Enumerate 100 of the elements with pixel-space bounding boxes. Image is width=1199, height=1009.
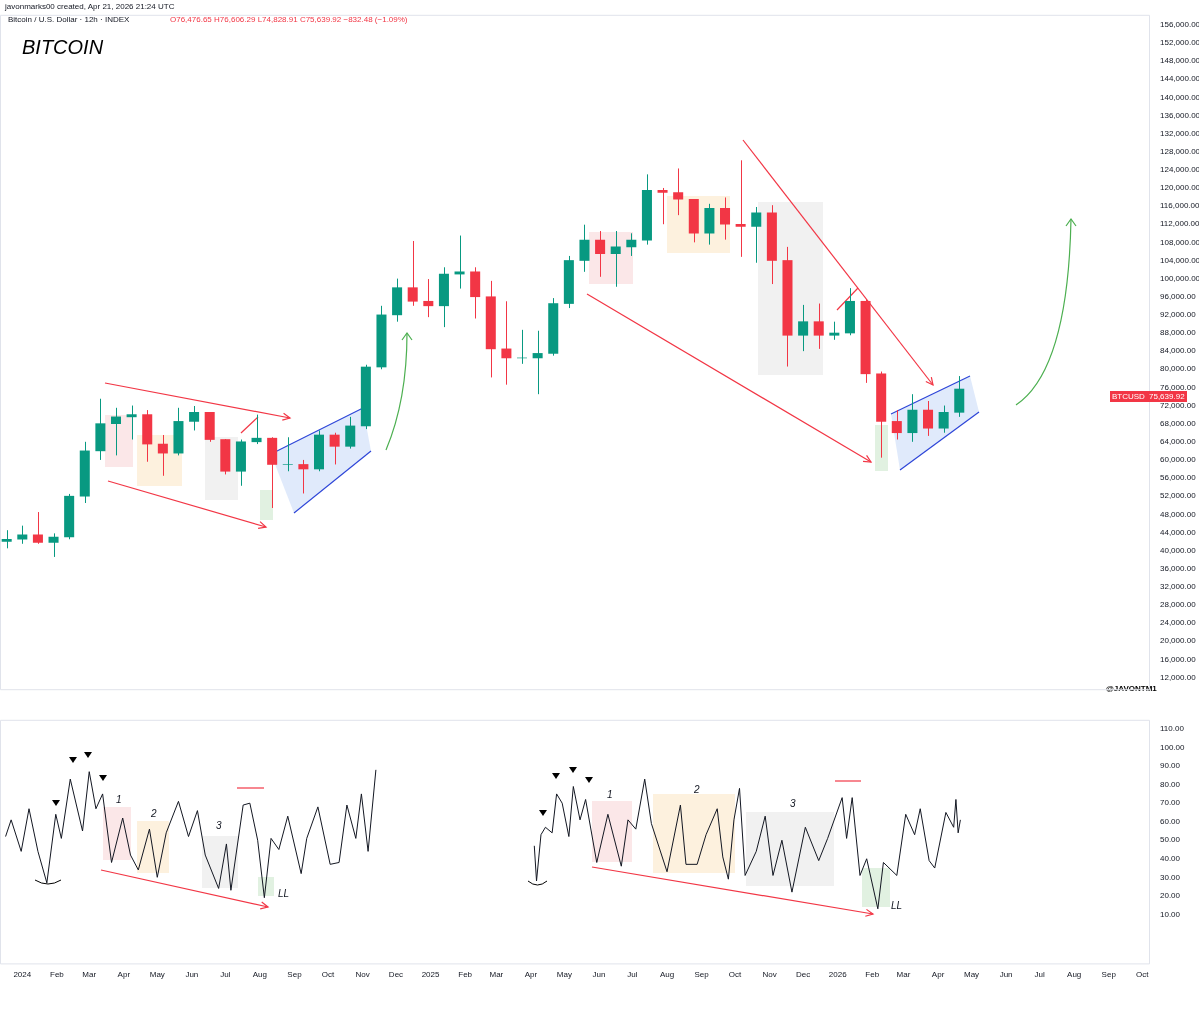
x-tick-label: Jun bbox=[999, 970, 1013, 980]
x-tick-label: Oct bbox=[1135, 970, 1150, 980]
y-tick-label: 24,000.00 bbox=[1160, 618, 1197, 628]
candlestick bbox=[126, 405, 137, 441]
y-tick-label: 12,000.00 bbox=[1160, 672, 1197, 682]
candlestick bbox=[673, 167, 684, 216]
y-tick-label: 50.00 bbox=[1160, 835, 1181, 845]
y-tick-label: 32,000.00 bbox=[1160, 582, 1197, 592]
x-tick-label: Sep bbox=[694, 970, 710, 980]
y-tick-label: 110.00 bbox=[1160, 724, 1185, 734]
y-tick-label: 128,000.00 bbox=[1160, 146, 1199, 156]
candlestick bbox=[110, 407, 122, 456]
candlestick bbox=[829, 321, 840, 341]
x-tick-label: Sep bbox=[287, 970, 303, 980]
annotation: 1 bbox=[607, 789, 613, 800]
x-tick-label: Jul bbox=[1034, 970, 1045, 980]
x-tick-label: Nov bbox=[762, 970, 777, 980]
x-tick-label: Dec bbox=[795, 970, 811, 980]
y-tick-label: 60.00 bbox=[1160, 816, 1181, 826]
text: BITCOIN bbox=[22, 36, 104, 59]
x-tick-label: May bbox=[963, 970, 980, 980]
chart-subtitle: Bitcoin / U.S. Dollar · 12h · INDEX bbox=[8, 15, 130, 24]
y-tick-label: 16,000.00 bbox=[1160, 654, 1197, 664]
y-tick-label: 20,000.00 bbox=[1160, 636, 1197, 646]
annotation: 3 bbox=[790, 798, 796, 809]
x-tick-label: Jul bbox=[627, 970, 638, 980]
text: javonmarks00 created, Apr 21, 2026 21:24 UTC bbox=[5, 2, 175, 11]
candlestick bbox=[610, 230, 621, 288]
y-tick-label: 68,000.00 bbox=[1160, 418, 1197, 428]
y-tick-label: 144,000.00 bbox=[1160, 74, 1199, 84]
y-tick-label: 132,000.00 bbox=[1160, 128, 1199, 138]
candlestick bbox=[751, 206, 762, 264]
x-tick-label: Aug bbox=[659, 970, 675, 980]
x-tick-label: Jun bbox=[185, 970, 199, 980]
y-tick-label: 56,000.00 bbox=[1160, 473, 1197, 483]
x-tick-label: Aug bbox=[1067, 970, 1082, 980]
candlestick bbox=[938, 405, 949, 434]
x-tick-label: Apr bbox=[524, 970, 538, 980]
annotation: 1 bbox=[116, 794, 122, 805]
y-tick-label: 80.00 bbox=[1160, 779, 1181, 789]
candlestick bbox=[423, 278, 434, 318]
x-tick-label: May bbox=[149, 970, 165, 980]
annotation: 2 bbox=[151, 808, 157, 819]
candlestick bbox=[1, 529, 12, 549]
x-tick-label: 2026 bbox=[828, 970, 848, 980]
y-tick-label: 152,000.00 bbox=[1160, 38, 1199, 48]
candlestick bbox=[595, 230, 606, 278]
x-tick-label: Nov bbox=[355, 970, 370, 980]
y-tick-label: 44,000.00 bbox=[1160, 527, 1197, 537]
annotation: BTCUSD bbox=[1110, 391, 1147, 402]
x-tick-label: Mar bbox=[82, 970, 97, 980]
candlestick bbox=[923, 400, 934, 437]
y-tick-label: 148,000.00 bbox=[1160, 56, 1199, 66]
x-tick-label: Jul bbox=[220, 970, 231, 980]
candlestick bbox=[579, 224, 590, 273]
x-tick-label: Apr bbox=[931, 970, 945, 980]
y-tick-label: 104,000.00 bbox=[1160, 255, 1199, 265]
candlestick bbox=[454, 235, 465, 290]
x-tick-label: 2024 bbox=[13, 970, 32, 980]
candlestick bbox=[813, 303, 824, 350]
y-tick-label: 140,000.00 bbox=[1160, 92, 1199, 102]
y-tick-label: 88,000.00 bbox=[1160, 328, 1197, 338]
y-tick-label: 112,000.00 bbox=[1160, 219, 1199, 229]
candlestick bbox=[532, 330, 543, 395]
y-tick-label: 156,000.00 bbox=[1160, 19, 1199, 29]
candlestick bbox=[626, 232, 637, 257]
y-tick-label: 10.00 bbox=[1160, 909, 1181, 919]
y-tick-label: 96,000.00 bbox=[1160, 291, 1197, 301]
x-tick-label: Aug bbox=[252, 970, 268, 980]
y-tick-label: 52,000.00 bbox=[1160, 491, 1197, 501]
x-tick-label: Oct bbox=[728, 970, 743, 980]
annotation: O76,476.65 H76,606.29 L74,828.91 C75,639.92 −832.48 (−1.09%) bbox=[170, 15, 408, 24]
x-tick-label: May bbox=[556, 970, 572, 980]
x-tick-label: Mar bbox=[489, 970, 504, 980]
y-tick-label: 120,000.00 bbox=[1160, 183, 1199, 193]
y-tick-label: 70.00 bbox=[1160, 798, 1181, 808]
y-tick-label: 40,000.00 bbox=[1160, 545, 1197, 555]
x-tick-label: Oct bbox=[321, 970, 335, 980]
y-tick-label: 64,000.00 bbox=[1160, 437, 1197, 446]
candlestick bbox=[407, 240, 418, 307]
x-tick-label: Mar bbox=[896, 970, 911, 980]
candlestick bbox=[282, 436, 293, 472]
y-tick-label: 60,000.00 bbox=[1160, 455, 1197, 465]
x-tick-label: Dec bbox=[388, 970, 404, 980]
x-tick-label: Feb bbox=[458, 970, 473, 980]
y-tick-label: 80,000.00 bbox=[1160, 364, 1197, 374]
candlestick bbox=[345, 416, 356, 450]
candlestick bbox=[798, 304, 809, 352]
x-tick-label: Apr bbox=[117, 970, 131, 980]
y-tick-label: 100.00 bbox=[1160, 742, 1186, 752]
candlestick bbox=[157, 434, 168, 477]
candlestick bbox=[251, 414, 262, 445]
candlestick bbox=[48, 532, 59, 558]
candlestick bbox=[907, 393, 918, 443]
y-tick-label: 20.00 bbox=[1160, 891, 1181, 901]
candlestick bbox=[720, 196, 731, 241]
y-tick-label: 116,000.00 bbox=[1160, 201, 1199, 211]
candlestick bbox=[17, 525, 28, 545]
x-tick-label: Sep bbox=[1101, 970, 1117, 980]
y-tick-label: 108,000.00 bbox=[1160, 237, 1199, 247]
